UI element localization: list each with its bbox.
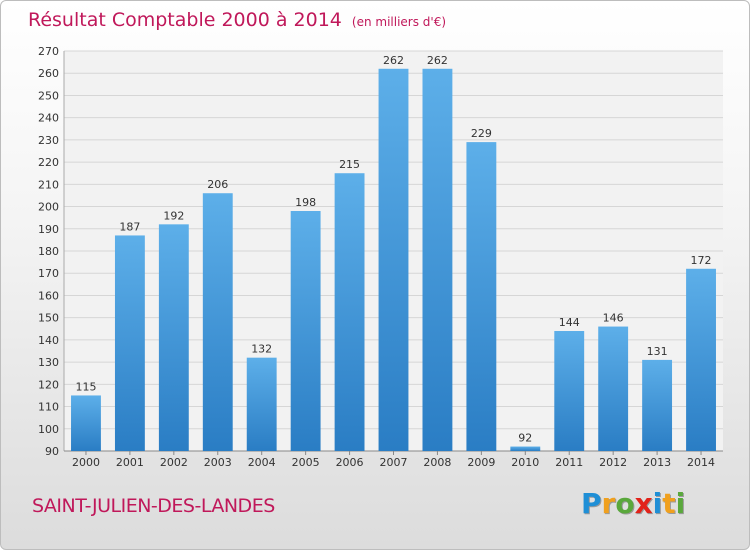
commune-name: SAINT-JULIEN-DES-LANDES: [32, 495, 275, 517]
y-tick-label: 120: [38, 378, 59, 391]
logo-letter: r: [601, 487, 616, 520]
data-label: 115: [75, 380, 96, 393]
y-tick-label: 90: [45, 445, 59, 458]
data-label: 132: [251, 343, 272, 356]
data-label: 146: [603, 312, 624, 325]
x-tick-label: 2010: [511, 456, 539, 469]
y-tick-label: 170: [38, 267, 59, 280]
bar: [334, 173, 365, 451]
logo-letter: t: [662, 487, 676, 520]
bar: [71, 395, 101, 451]
logo-letter: o: [615, 487, 635, 520]
bar: [246, 357, 277, 451]
chart-title-text: Résultat Comptable 2000 à 2014: [28, 9, 342, 31]
bar: [598, 326, 629, 451]
x-tick-label: 2014: [687, 456, 715, 469]
bar: [158, 224, 189, 451]
x-tick-label: 2000: [72, 456, 100, 469]
data-label: 172: [691, 254, 712, 267]
x-tick-label: 2009: [467, 456, 495, 469]
y-tick-label: 160: [38, 289, 59, 302]
y-tick-label: 110: [38, 401, 59, 414]
bar: [114, 235, 145, 451]
bar: [686, 268, 716, 451]
data-label: 229: [471, 127, 492, 140]
data-label: 206: [207, 178, 228, 191]
data-label: 262: [427, 54, 448, 67]
y-tick-label: 210: [38, 178, 59, 191]
data-label: 262: [383, 54, 404, 67]
chart-title: Résultat Comptable 2000 à 2014 (en millie…: [28, 9, 446, 31]
logo-letter: P: [581, 487, 602, 520]
y-tick-label: 250: [38, 89, 59, 102]
x-tick-label: 2013: [643, 456, 671, 469]
logo-letter: i: [652, 487, 663, 520]
x-tick-label: 2001: [116, 456, 144, 469]
x-tick-label: 2007: [380, 456, 408, 469]
x-tick-label: 2012: [599, 456, 627, 469]
data-label: 92: [518, 432, 532, 445]
y-tick-label: 140: [38, 334, 59, 347]
data-label: 187: [119, 220, 140, 233]
data-label: 192: [163, 209, 184, 222]
data-label: 198: [295, 196, 316, 209]
y-tick-label: 130: [38, 356, 59, 369]
x-tick-label: 2011: [555, 456, 583, 469]
bar: [554, 331, 585, 451]
y-tick-label: 220: [38, 156, 59, 169]
bar: [378, 68, 409, 452]
x-tick-label: 2002: [160, 456, 188, 469]
bar: [422, 68, 453, 452]
logo-letter: i: [675, 487, 686, 520]
bar: [202, 193, 233, 451]
bar: [290, 211, 321, 451]
y-tick-label: 270: [38, 45, 59, 58]
bar: [466, 142, 497, 451]
y-tick-label: 230: [38, 134, 59, 147]
chart-subtitle: (en milliers d'€): [351, 15, 447, 29]
proxiti-logo: Proxiti: [581, 487, 685, 520]
logo-letter: x: [634, 487, 653, 520]
y-tick-label: 150: [38, 312, 59, 325]
x-tick-label: 2005: [292, 456, 320, 469]
y-tick-label: 240: [38, 112, 59, 125]
y-tick-label: 180: [38, 245, 59, 258]
x-tick-label: 2004: [248, 456, 276, 469]
bar: [510, 446, 541, 451]
data-label: 131: [647, 345, 668, 358]
bar: [642, 359, 673, 451]
y-tick-label: 100: [38, 423, 59, 436]
x-tick-label: 2008: [423, 456, 451, 469]
x-tick-label: 2006: [336, 456, 364, 469]
x-tick-label: 2003: [204, 456, 232, 469]
data-label: 144: [559, 316, 580, 329]
y-tick-label: 260: [38, 67, 59, 80]
y-tick-label: 190: [38, 223, 59, 236]
y-tick-label: 200: [38, 201, 59, 214]
data-label: 215: [339, 158, 360, 171]
